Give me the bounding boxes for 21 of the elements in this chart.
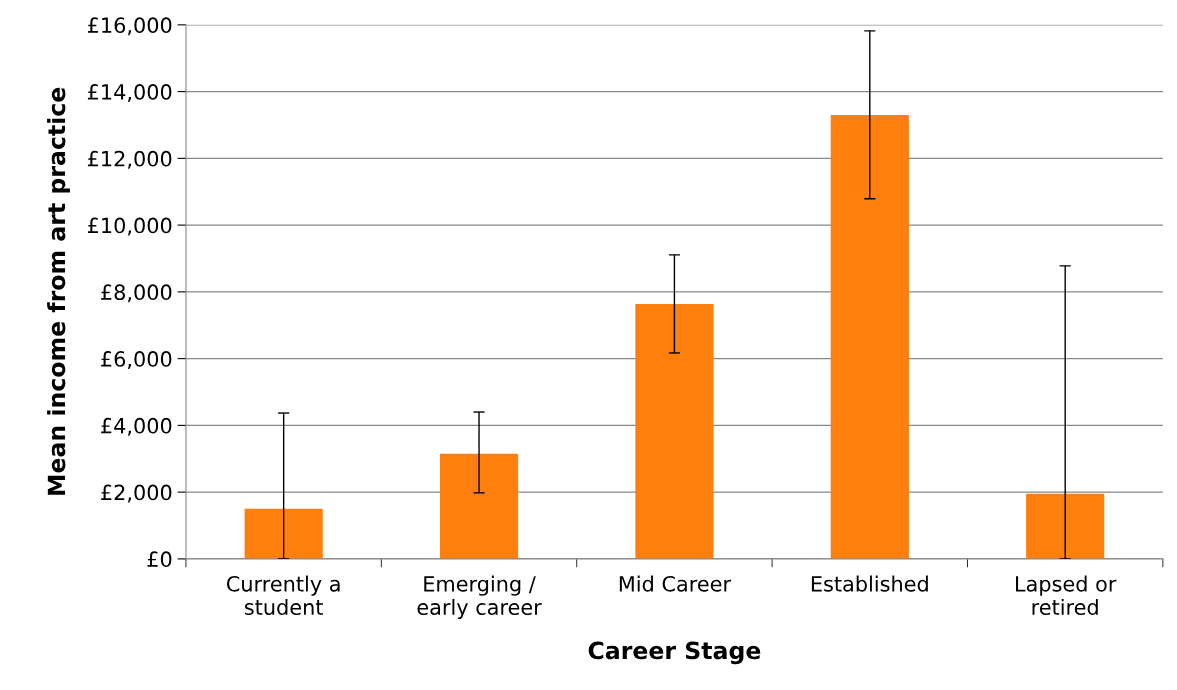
bar bbox=[635, 303, 714, 559]
x-tick-label: Established bbox=[811, 575, 928, 592]
y-tick-label: £8,000 bbox=[101, 284, 172, 303]
x-axis-title: Career Stage bbox=[588, 641, 761, 665]
y-tick-label: £10,000 bbox=[87, 217, 172, 236]
y-tick-label: £12,000 bbox=[87, 150, 172, 169]
x-tick-label: Currently a student bbox=[226, 575, 340, 616]
x-tick-label: Lapsed or retired bbox=[1016, 575, 1117, 616]
x-tick-label: Emerging / early career bbox=[417, 575, 542, 620]
x-tick-label: Mid Career bbox=[619, 575, 732, 592]
bar bbox=[244, 508, 323, 559]
y-axis-title: Mean income from art practice bbox=[47, 87, 70, 495]
y-tick-label: £2,000 bbox=[101, 484, 172, 503]
y-tick-label: £4,000 bbox=[101, 417, 172, 436]
bar bbox=[1026, 493, 1105, 559]
y-tick-label: £6,000 bbox=[101, 351, 172, 369]
bar bbox=[439, 453, 519, 559]
bar bbox=[830, 114, 909, 559]
y-tick-label: £16,000 bbox=[87, 17, 172, 36]
y-tick-label: £0 bbox=[147, 551, 172, 568]
y-tick-label: £14,000 bbox=[87, 84, 172, 102]
